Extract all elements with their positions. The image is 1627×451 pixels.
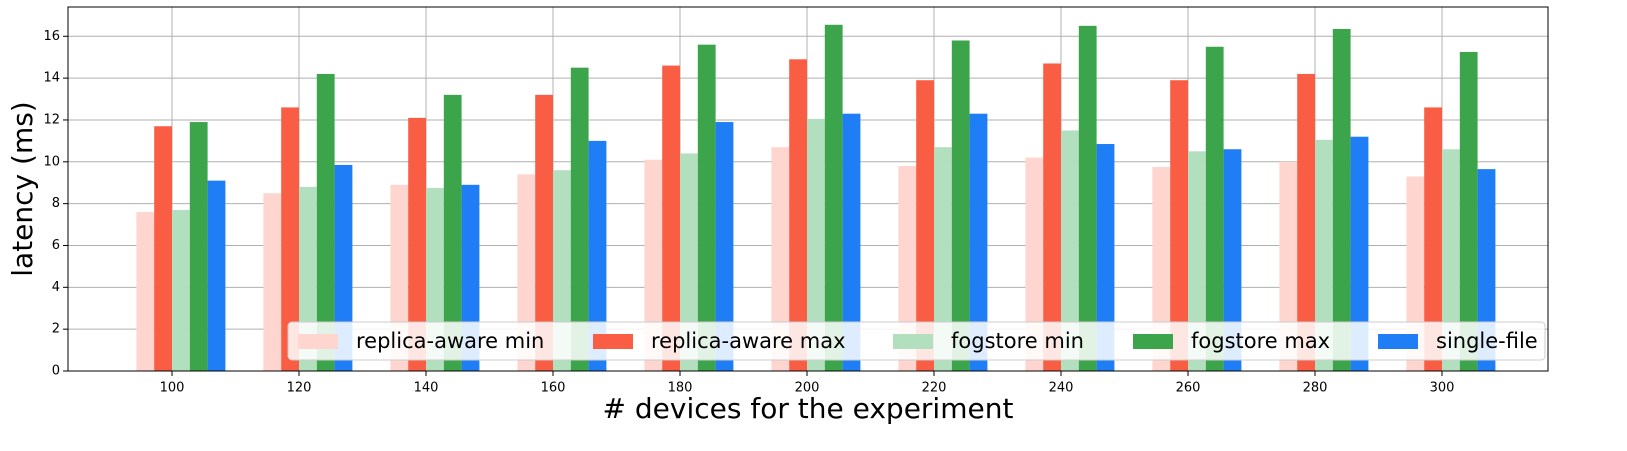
bar xyxy=(969,113,988,372)
bar xyxy=(1332,28,1351,372)
bar xyxy=(898,165,917,371)
bar xyxy=(1096,144,1115,371)
bar xyxy=(842,113,861,372)
legend-swatch xyxy=(593,334,633,349)
legend-label: replica-aware min xyxy=(356,329,544,353)
plot-frame xyxy=(67,6,1549,372)
legend-label: fogstore max xyxy=(1191,329,1330,353)
bar xyxy=(824,24,843,371)
legend-label: replica-aware max xyxy=(651,329,846,353)
bar xyxy=(281,107,299,372)
bar xyxy=(1188,151,1206,371)
bar xyxy=(334,164,353,371)
bar xyxy=(1025,157,1044,371)
legend-label: single-file xyxy=(1436,329,1538,353)
y-tick-label: 8 xyxy=(52,196,60,211)
bar xyxy=(408,117,426,371)
x-tick-label: 160 xyxy=(541,381,566,396)
bar xyxy=(1061,130,1079,371)
x-tick-label: 240 xyxy=(1049,381,1074,396)
y-tick-label: 16 xyxy=(43,29,60,44)
bar xyxy=(1043,63,1061,371)
bar xyxy=(1205,46,1224,371)
x-tick-label: 300 xyxy=(1430,381,1455,396)
bar xyxy=(916,80,934,372)
bar xyxy=(715,122,734,372)
bar xyxy=(263,193,282,371)
bar xyxy=(588,140,607,371)
bar xyxy=(535,94,553,372)
bar xyxy=(807,118,825,371)
y-tick-label: 14 xyxy=(43,71,60,86)
y-tick-label: 0 xyxy=(52,364,60,379)
bar xyxy=(316,73,335,371)
legend-swatch xyxy=(298,334,338,349)
y-tick-label: 6 xyxy=(52,238,60,253)
y-tick-label: 12 xyxy=(43,112,60,127)
bar xyxy=(1477,169,1496,371)
y-tick-label: 4 xyxy=(52,280,60,295)
x-tick-label: 260 xyxy=(1176,381,1201,396)
legend-swatch xyxy=(1133,334,1173,349)
legend-swatch xyxy=(893,334,933,349)
x-tick-label: 100 xyxy=(160,381,185,396)
bar xyxy=(1152,167,1171,371)
x-tick-label: 180 xyxy=(668,381,693,396)
y-tick-label: 10 xyxy=(43,154,60,169)
bar xyxy=(570,67,589,372)
bar xyxy=(136,212,155,371)
y-axis-label: latency (ms) xyxy=(6,101,39,276)
bar xyxy=(934,147,952,371)
x-tick-label: 140 xyxy=(414,381,439,396)
bar xyxy=(207,180,226,371)
bar xyxy=(680,153,698,371)
bar xyxy=(789,59,807,371)
bar xyxy=(172,209,190,371)
bar xyxy=(1297,73,1315,371)
legend-label: fogstore min xyxy=(951,329,1084,353)
bar xyxy=(1459,51,1478,371)
bar xyxy=(189,122,208,372)
bar xyxy=(154,126,172,371)
bar xyxy=(1350,136,1369,371)
bar xyxy=(1078,25,1097,372)
x-tick-label: 120 xyxy=(287,381,312,396)
bar xyxy=(951,40,970,372)
bar xyxy=(1223,149,1242,371)
bar xyxy=(1170,80,1188,372)
legend-swatch xyxy=(1378,334,1418,349)
x-tick-label: 220 xyxy=(922,381,947,396)
bar xyxy=(1315,139,1333,371)
x-tick-label: 280 xyxy=(1303,381,1328,396)
bar xyxy=(1424,107,1442,372)
x-tick-label: 200 xyxy=(795,381,820,396)
bar xyxy=(1279,161,1298,371)
bar xyxy=(443,94,462,372)
bar xyxy=(771,147,790,371)
x-axis-label: # devices for the experiment xyxy=(603,392,1014,425)
bar xyxy=(644,159,663,371)
y-tick-label: 2 xyxy=(52,322,60,337)
bar xyxy=(662,65,680,372)
bar xyxy=(553,170,571,371)
bar xyxy=(1442,149,1460,371)
bar xyxy=(697,44,716,371)
